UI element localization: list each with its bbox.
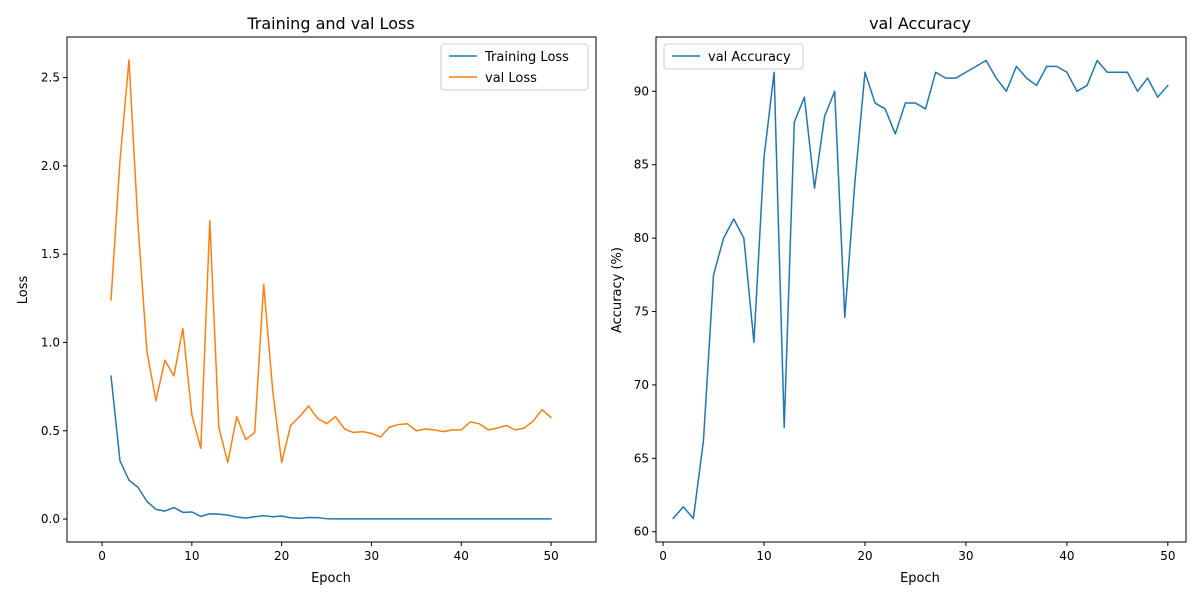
loss-chart-ytick-label: 2.5 [41,71,60,85]
loss-chart-xtick-label: 0 [98,549,106,563]
accuracy-chart-title: val Accuracy [869,14,971,33]
accuracy-chart-ytick-label: 60 [634,525,649,539]
accuracy-chart-ytick-label: 85 [634,158,649,172]
val-accuracy-line [672,59,1169,520]
val-loss-line [110,59,552,464]
training-loss-line [110,375,552,520]
accuracy-chart-ytick-label: 80 [634,231,649,245]
accuracy-chart: val Accuracy Epoch Accuracy (%) 0 10 20 30 4… [610,14,1187,586]
val-accuracy-legend-label: val Accuracy [708,50,791,65]
loss-chart-ticks: 0 10 20 30 40 50 0.0 0.5 1.0 1.5 2.0 2.5 [41,71,559,563]
loss-chart-ytick-label: 1.0 [41,335,60,349]
accuracy-chart-xtick-label: 0 [659,549,667,563]
accuracy-chart-ytick-label: 65 [634,451,649,465]
loss-chart: Training and val Loss Epoch Loss 0 10 20 30… [16,14,597,586]
loss-chart-legend: Training Loss val Loss [440,43,589,91]
loss-chart-legend-box [440,43,589,91]
accuracy-chart-legend: val Accuracy [663,43,804,70]
loss-chart-ylabel: Loss [16,276,31,305]
val-loss-legend-label: val Loss [485,71,537,86]
loss-chart-title: Training and val Loss [246,14,414,33]
loss-chart-xtick-label: 50 [543,549,558,563]
accuracy-chart-frame [655,36,1187,543]
accuracy-chart-ytick-label: 90 [634,84,649,98]
training-loss-legend-label: Training Loss [484,50,569,65]
loss-chart-xlabel: Epoch [311,571,351,586]
loss-chart-ytick-label: 1.5 [41,247,60,261]
loss-chart-xtick-label: 20 [274,549,289,563]
loss-chart-ytick-label: 0.0 [41,512,60,526]
loss-chart-xtick-label: 30 [364,549,379,563]
accuracy-chart-lines [672,59,1169,520]
accuracy-chart-xtick-label: 40 [1059,549,1074,563]
accuracy-chart-ytick-label: 70 [634,378,649,392]
loss-chart-ytick-label: 2.0 [41,159,60,173]
accuracy-chart-xtick-label: 20 [857,549,872,563]
accuracy-chart-xtick-label: 30 [958,549,973,563]
accuracy-chart-ticks: 0 10 20 30 40 50 60 65 70 75 80 85 90 [634,84,1176,563]
accuracy-chart-xlabel: Epoch [900,571,940,586]
loss-chart-xtick-label: 40 [454,549,469,563]
accuracy-chart-legend-box [663,43,804,70]
loss-chart-lines [110,59,552,520]
loss-chart-frame [66,36,597,543]
accuracy-chart-xtick-label: 50 [1160,549,1175,563]
loss-chart-ytick-label: 0.5 [41,424,60,438]
loss-chart-xtick-label: 10 [184,549,199,563]
accuracy-chart-ylabel: Accuracy (%) [610,247,625,333]
accuracy-chart-ytick-label: 75 [634,305,649,319]
accuracy-chart-xtick-label: 10 [756,549,771,563]
